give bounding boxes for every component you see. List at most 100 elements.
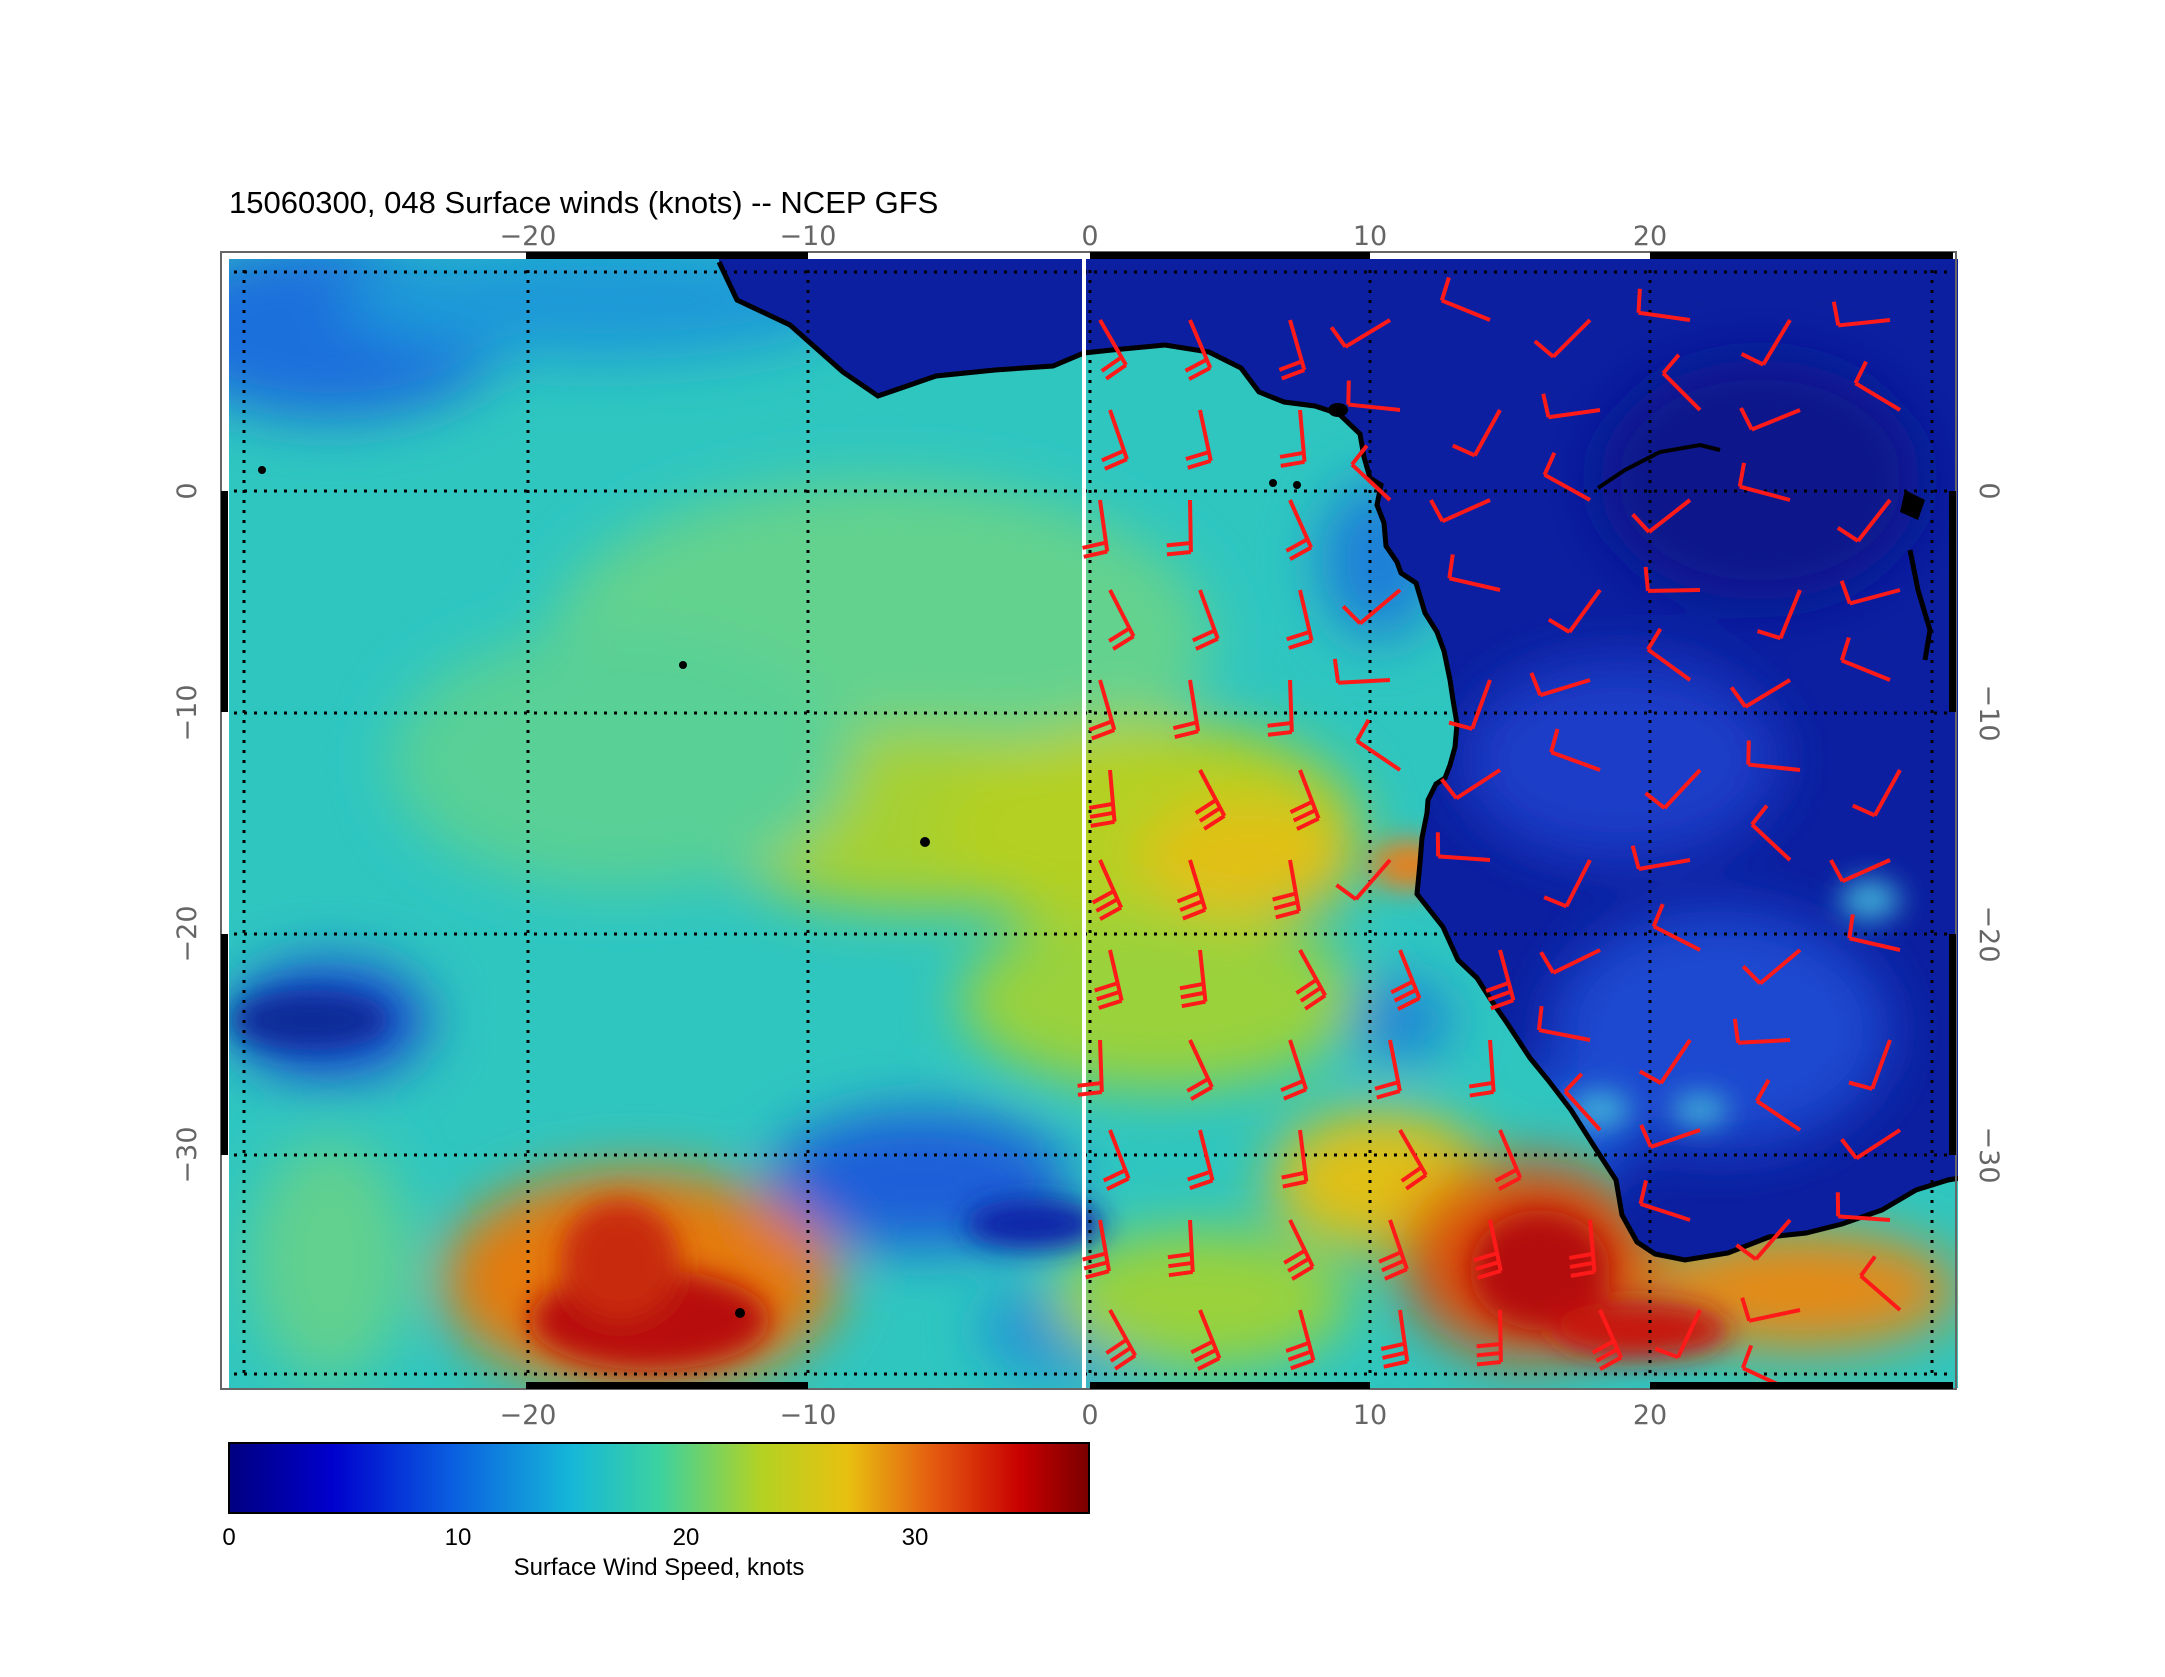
wind-barb	[1098, 319, 1128, 381]
lat-tick-left: −30	[172, 1127, 203, 1184]
wind-barb	[1082, 499, 1110, 559]
lon-tick-bottom: 10	[1353, 1400, 1387, 1431]
wind-barb	[1468, 1039, 1496, 1098]
wind-barb	[1831, 301, 1891, 328]
wind-barb	[1335, 858, 1392, 901]
wind-barb	[1732, 1018, 1791, 1045]
wind-barb	[1654, 1309, 1702, 1360]
lat-tick-right: −20	[1973, 906, 2004, 963]
wind-barb	[1102, 1129, 1131, 1191]
wind-barb	[1088, 679, 1117, 741]
wind-barb	[1184, 319, 1213, 381]
wind-barb	[1485, 949, 1516, 1011]
wind-barb	[1547, 588, 1602, 634]
wind-barb	[1839, 636, 1891, 682]
wind-barb	[1639, 1124, 1701, 1149]
wind-barb	[1853, 360, 1902, 412]
wind-barb	[1494, 1129, 1523, 1191]
lon-tick-top: 0	[1081, 221, 1098, 252]
wind-barb	[1839, 580, 1901, 606]
wind-barb	[1739, 407, 1801, 432]
wind-barb	[1737, 462, 1791, 502]
wind-barb	[1192, 589, 1220, 651]
wind-barb	[1529, 672, 1591, 698]
colorbar-tick: 10	[445, 1524, 472, 1551]
lat-tick-right: −30	[1973, 1127, 2004, 1184]
wind-barb	[1533, 318, 1592, 359]
wind-barb	[1167, 1219, 1195, 1278]
wind-barb	[1285, 1309, 1316, 1371]
wind-barb	[1105, 1309, 1137, 1371]
lon-tick-labels-top: −20 −10 0 10 20	[500, 221, 1668, 252]
wind-barb	[1283, 1219, 1315, 1281]
wind-barb	[1272, 859, 1301, 920]
wind-barb	[1267, 679, 1294, 737]
river-line	[1596, 442, 1721, 490]
wind-barb	[1750, 804, 1792, 862]
wind-barb	[1286, 589, 1314, 650]
wind-barb	[1398, 1129, 1428, 1191]
wind-barb	[1278, 319, 1307, 381]
wind-barb	[1746, 740, 1801, 772]
wind-barb	[1852, 769, 1902, 818]
wind-barb	[1539, 948, 1601, 975]
wind-barb	[1295, 949, 1327, 1011]
wind-barb	[1452, 409, 1502, 458]
wind-barb	[1341, 588, 1402, 625]
wind-barb	[1435, 832, 1491, 862]
wind-barb	[1638, 1180, 1691, 1222]
wind-barb	[1101, 409, 1129, 471]
wind-barb	[1646, 627, 1692, 682]
wind-barb	[1848, 1039, 1892, 1091]
wind-barb	[1447, 554, 1501, 592]
wind-barb	[1082, 1219, 1111, 1280]
wind-barb	[1829, 858, 1891, 883]
wind-barb	[1741, 948, 1802, 985]
wind-barb	[1630, 845, 1691, 871]
lat-tick-right: 0	[1973, 482, 2004, 499]
wind-barb	[1638, 1038, 1692, 1085]
wind-barb	[1378, 1219, 1409, 1281]
lat-tick-left: −10	[172, 685, 203, 742]
wind-barb	[1835, 1192, 1891, 1222]
wind-barb	[1332, 658, 1391, 685]
lon-tick-labels-bottom: −20 −10 0 10 20	[500, 1400, 1668, 1431]
lake-tanganyika	[1907, 549, 1933, 661]
lon-tick-top: −20	[500, 221, 557, 252]
wind-barb	[1755, 1078, 1802, 1132]
wind-barb	[1840, 1128, 1902, 1160]
island-ascension	[920, 837, 930, 847]
wind-barb	[1186, 1039, 1214, 1101]
wind-barb	[1185, 409, 1213, 470]
wind-barb	[1473, 1219, 1503, 1280]
colorbar-label: Surface Wind Speed, knots	[514, 1554, 805, 1581]
wind-barb	[1756, 589, 1802, 641]
wind-barb	[1740, 1297, 1801, 1323]
lat-tick-left: 0	[172, 482, 203, 499]
wind-barb	[1166, 499, 1193, 557]
axis-bars	[221, 252, 1956, 1389]
wind-barb	[1346, 380, 1401, 412]
wind-barb	[1448, 679, 1492, 731]
wind-barb	[1350, 444, 1392, 502]
colorbar-gradient	[228, 1442, 1090, 1514]
wind-barb	[1644, 768, 1702, 810]
island-tristan	[735, 1308, 745, 1318]
wind-barb	[1179, 949, 1208, 1009]
lat-tick-left: −20	[172, 906, 203, 963]
colorbar: 0 10 20 30 Surface Wind Speed, knots	[222, 1442, 1090, 1581]
wind-barb	[1651, 903, 1701, 952]
wind-barb	[1836, 498, 1892, 543]
wind-barb	[1194, 769, 1227, 831]
island-annobon	[1293, 481, 1301, 489]
wind-barb	[1374, 1039, 1402, 1100]
wind-barb	[1847, 914, 1901, 952]
wind-barb	[1568, 1219, 1597, 1278]
lon-tick-top: 20	[1633, 221, 1667, 252]
wind-barb	[1631, 498, 1692, 534]
wind-barb	[1661, 353, 1702, 412]
wind-barb	[1591, 1309, 1623, 1371]
wind-barb	[1355, 718, 1402, 772]
wind-barb	[1439, 276, 1491, 322]
